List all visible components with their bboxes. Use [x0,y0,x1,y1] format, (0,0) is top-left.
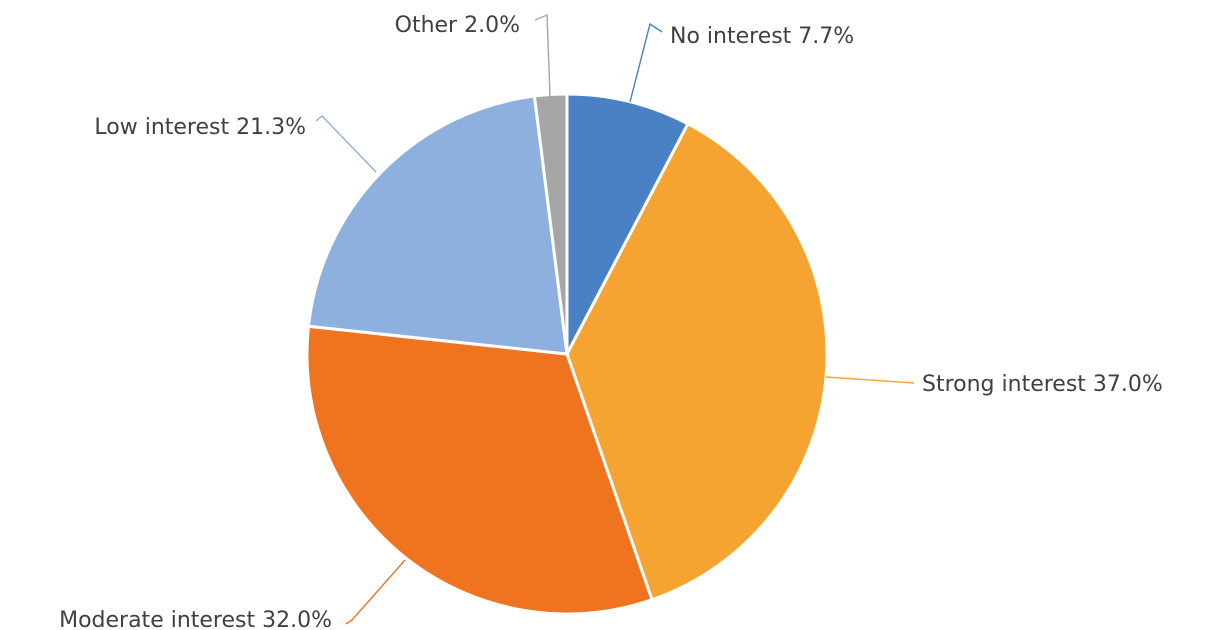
data-label-no-interest: No interest 7.7% [670,24,854,49]
leader-line-strong-interest [825,376,915,384]
pie-slice-moderate-interest [305,324,654,616]
data-label-strong-interest: Strong interest 37.0% [922,372,1163,397]
leader-line-no-interest [629,22,663,103]
pie-slice-no-interest [565,92,690,355]
data-label-low-interest: Low interest 21.3% [94,115,306,140]
data-label-other: Other 2.0% [395,13,520,38]
leader-lines [315,13,915,625]
pie-slices [305,92,829,616]
pie-slice-strong-interest [565,121,829,602]
data-label-moderate-interest: Moderate interest 32.0% [59,608,332,630]
leader-line-moderate-interest [345,559,406,625]
data-labels: No interest 7.7% Strong interest 37.0% Mod… [59,13,1163,630]
leader-line-other [534,13,551,97]
pie-slice-other [532,92,569,355]
pie-slice-low-interest [306,94,569,356]
leader-line-low-interest [315,115,377,173]
